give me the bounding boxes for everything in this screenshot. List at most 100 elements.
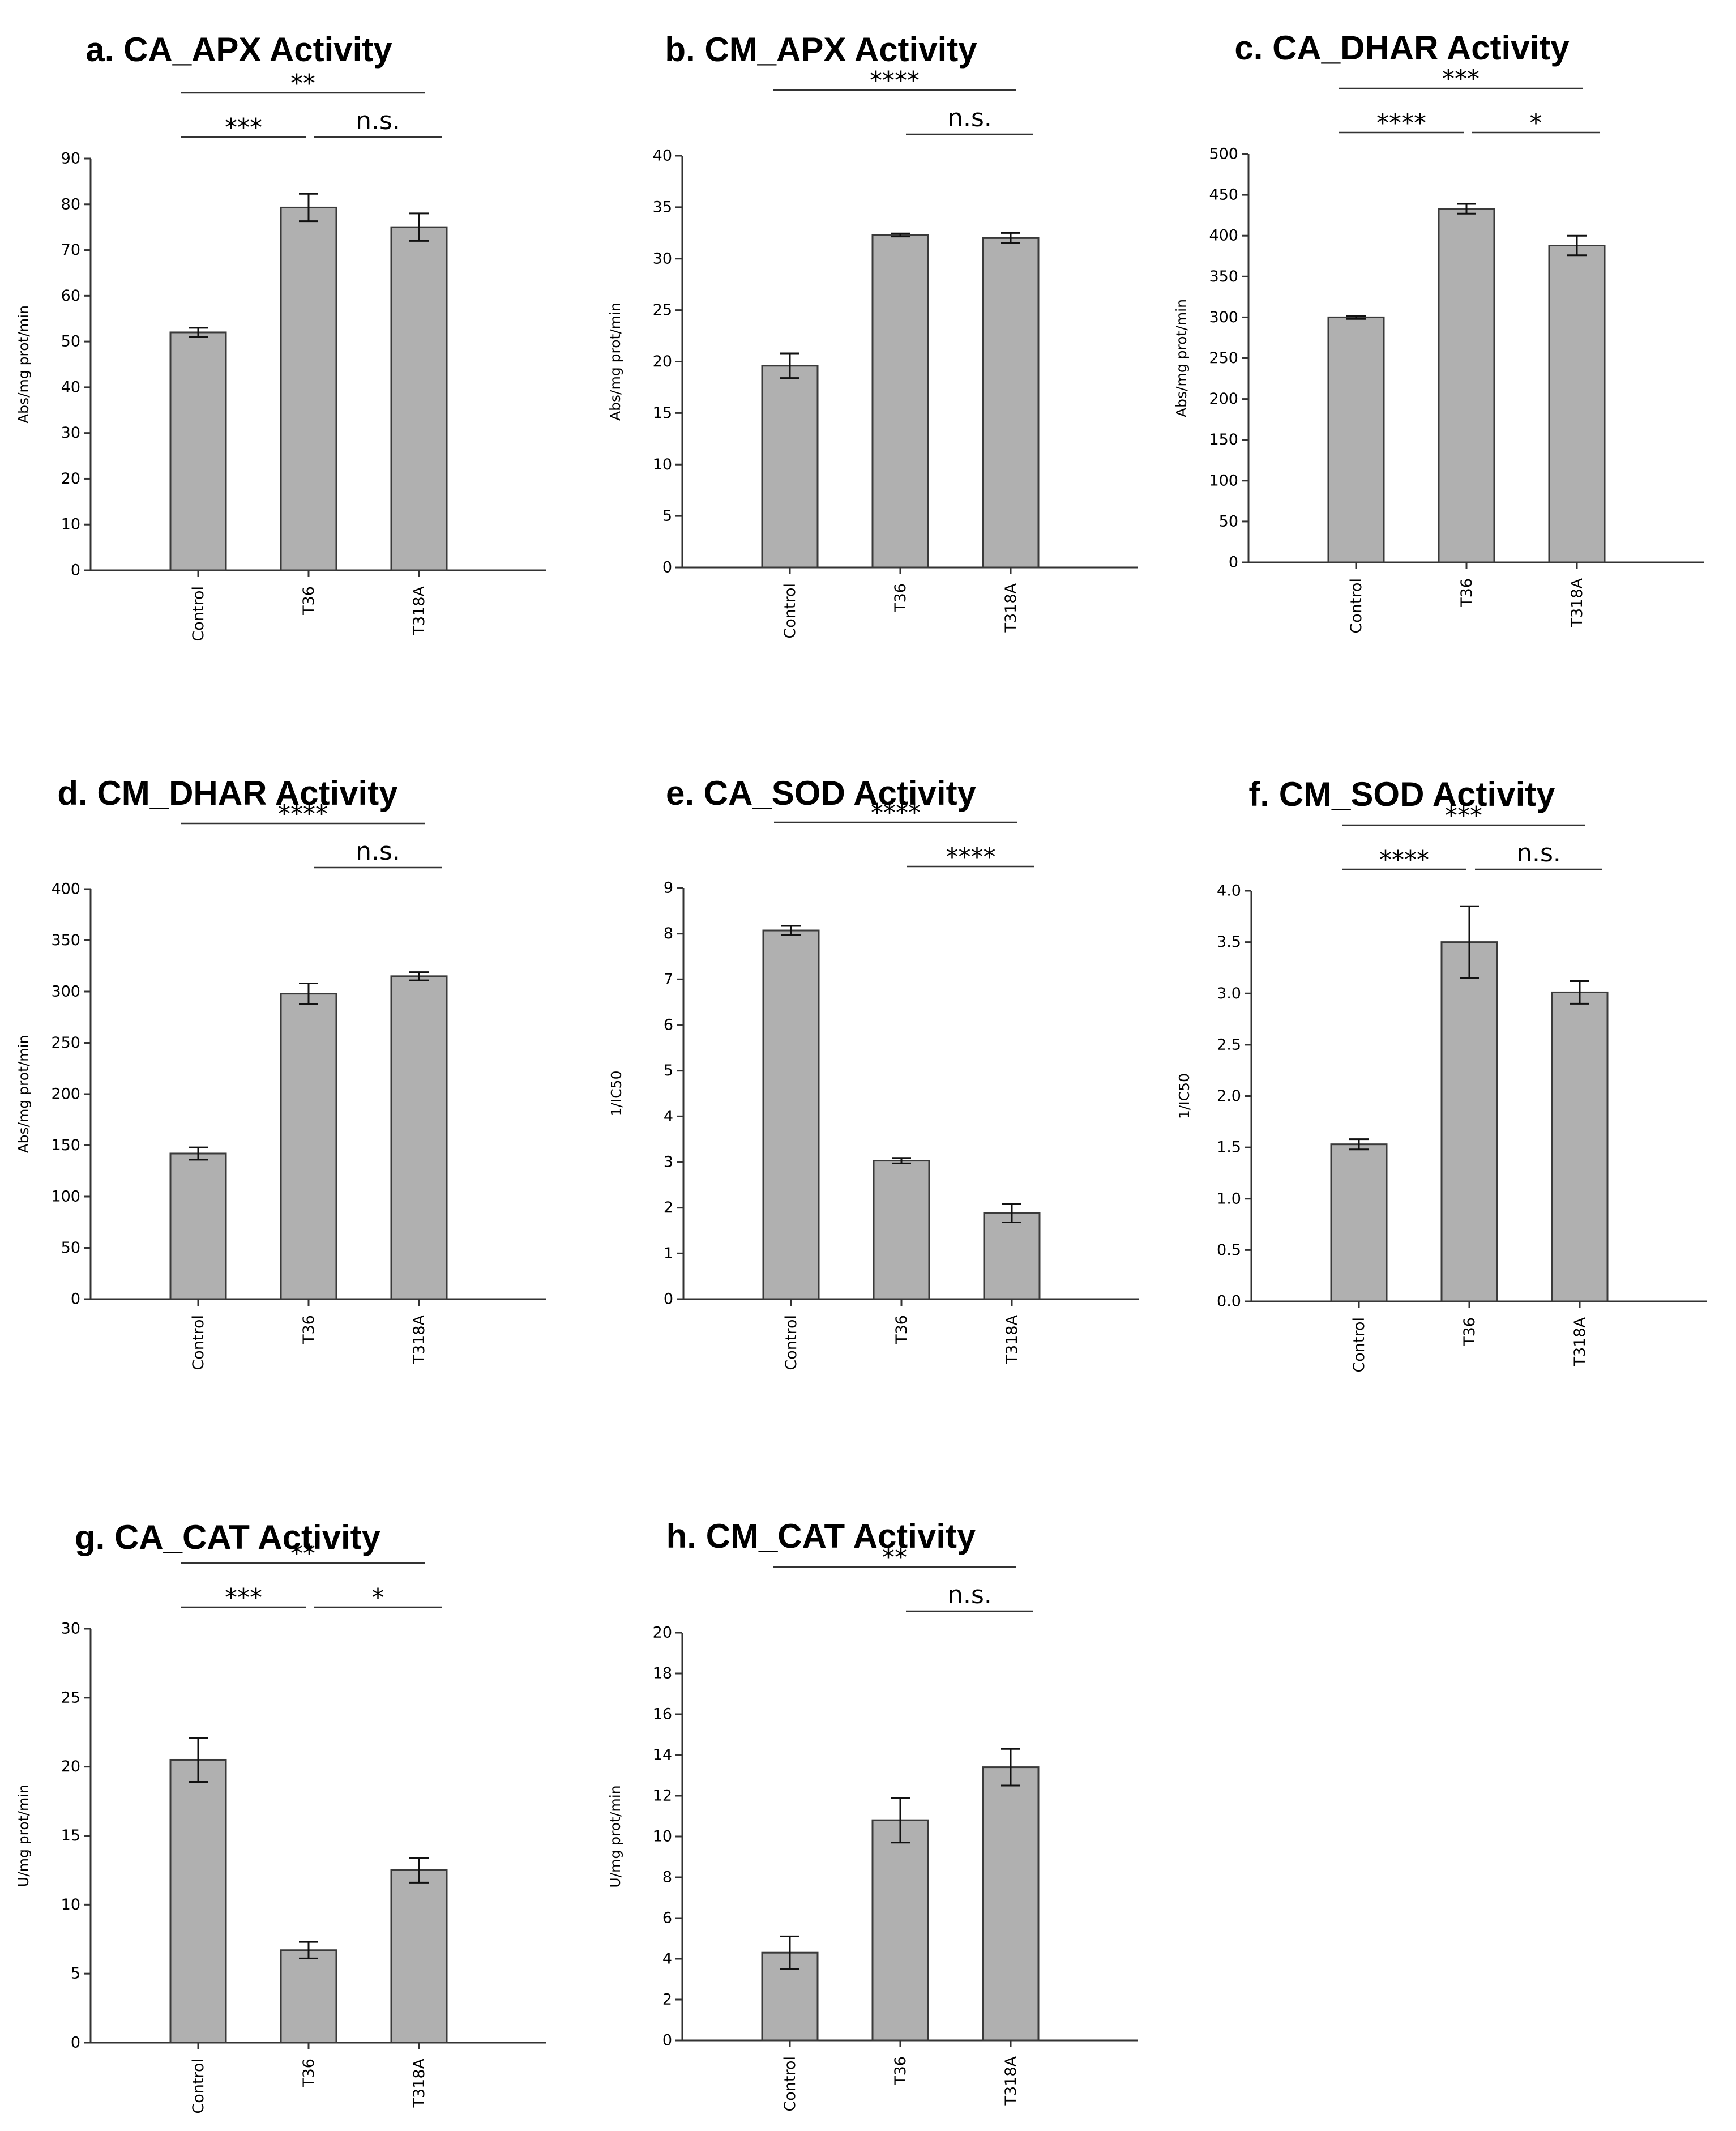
bar (1438, 208, 1495, 563)
chart-panel-7: g. CA_CAT Activity U/mg prot/min 0 5 10 15 20 2… (15, 1518, 546, 2114)
chart-title: g. CA_CAT Activity (75, 1518, 381, 1556)
x-tick-label: T318A (1568, 578, 1586, 627)
y-tick-label: 50 (61, 1239, 80, 1257)
bar (873, 1160, 930, 1300)
x-tick-label: T36 (300, 1315, 318, 1344)
y-tick-label: 40 (653, 147, 672, 165)
y-tick-label: 300 (51, 983, 80, 1001)
bar (1327, 316, 1385, 563)
y-tick-label: 35 (653, 198, 672, 216)
y-tick-label: 200 (51, 1086, 80, 1103)
significance-label: **** (946, 843, 996, 872)
significance-label: n.s. (356, 106, 400, 135)
y-tick-label: 3.0 (1217, 985, 1241, 1002)
x-tick-label: Control (190, 2059, 207, 2114)
y-tick-label: 0.5 (1217, 1241, 1241, 1259)
y-tick-label: 10 (61, 1896, 80, 1914)
y-tick-label: 4.0 (1217, 882, 1241, 900)
significance-label: **** (871, 798, 921, 827)
x-tick-label: T318A (411, 2058, 428, 2108)
bar (169, 1758, 227, 2044)
y-tick-label: 100 (1209, 472, 1238, 489)
y-axis-label: 1/IC50 (1176, 1073, 1192, 1119)
chart-panel-4: d. CM_DHAR Activity Abs/mg prot/min 0 50 100… (15, 774, 546, 1370)
y-tick-label: 100 (51, 1188, 80, 1206)
bar (280, 206, 337, 571)
y-tick-label: 15 (653, 404, 672, 422)
y-tick-label: 300 (1209, 309, 1238, 326)
y-tick-label: 8 (662, 1869, 672, 1886)
y-tick-label: 80 (61, 195, 80, 213)
y-tick-label: 400 (51, 881, 80, 898)
x-tick-label: Control (781, 583, 799, 639)
significance-label: **** (278, 800, 328, 829)
y-tick-label: 10 (653, 456, 672, 473)
y-tick-label: 250 (51, 1034, 80, 1052)
significance-label: *** (1445, 801, 1482, 830)
y-tick-label: 25 (653, 301, 672, 319)
y-tick-label: 0 (662, 559, 672, 576)
y-tick-label: 0 (71, 2034, 80, 2052)
y-tick-label: 30 (653, 250, 672, 267)
y-tick-label: 1.0 (1217, 1190, 1241, 1207)
bar (1330, 1143, 1388, 1302)
significance-label: * (372, 1583, 384, 1612)
y-tick-label: 9 (664, 879, 673, 897)
y-tick-label: 15 (61, 1827, 80, 1844)
x-tick-label: T36 (892, 583, 909, 613)
x-tick-label: T36 (300, 2059, 318, 2088)
chart-title: d. CM_DHAR Activity (57, 774, 398, 812)
x-tick-label: Control (1348, 578, 1365, 634)
y-tick-label: 200 (1209, 390, 1238, 408)
chart-panel-3: c. CA_DHAR Activity Abs/mg prot/min 0 50 100… (1173, 29, 1704, 634)
y-tick-label: 20 (61, 470, 80, 488)
x-tick-label: T318A (1571, 1317, 1589, 1366)
y-tick-label: 6 (664, 1017, 673, 1034)
x-tick-label: T36 (300, 586, 318, 616)
y-axis-label: Abs/mg prot/min (15, 305, 32, 424)
y-tick-label: 20 (653, 353, 672, 370)
y-tick-label: 350 (51, 932, 80, 949)
y-tick-label: 400 (1209, 227, 1238, 245)
significance-label: *** (225, 1583, 262, 1612)
y-tick-label: 60 (61, 287, 80, 305)
significance-label: ** (882, 1543, 907, 1572)
y-tick-label: 0 (1229, 554, 1238, 571)
x-tick-label: Control (190, 1315, 207, 1370)
y-tick-label: 7 (664, 971, 673, 988)
y-tick-label: 350 (1209, 268, 1238, 285)
significance-label: **** (1376, 109, 1426, 138)
y-tick-label: 250 (1209, 349, 1238, 367)
bar (1551, 991, 1609, 1302)
y-tick-label: 5 (662, 507, 672, 525)
y-tick-label: 1.5 (1217, 1139, 1241, 1156)
significance-label: ** (290, 1539, 315, 1568)
bar (169, 1152, 227, 1300)
y-tick-label: 450 (1209, 186, 1238, 204)
significance-label: *** (1442, 65, 1480, 93)
bar (983, 1212, 1041, 1300)
y-tick-label: 30 (61, 1620, 80, 1638)
bar (280, 1949, 337, 2044)
y-tick-label: 50 (1219, 513, 1238, 530)
chart-panel-8: h. CM_CAT Activity U/mg prot/min 0 2 4 6 8 10 12… (607, 1517, 1138, 2112)
bar (982, 1766, 1040, 2042)
y-axis-label: Abs/mg prot/min (607, 302, 623, 421)
y-tick-label: 70 (61, 241, 80, 259)
y-tick-label: 0 (71, 1291, 80, 1308)
y-tick-label: 0 (664, 1291, 673, 1308)
bar (871, 234, 929, 569)
significance-label: **** (870, 66, 920, 95)
y-axis-label: U/mg prot/min (15, 1784, 32, 1887)
significance-label: *** (225, 113, 262, 142)
x-tick-label: Control (781, 2056, 799, 2112)
y-tick-label: 20 (653, 1624, 672, 1642)
y-tick-label: 4 (664, 1108, 673, 1125)
chart-title: f. CM_SOD Activity (1248, 775, 1555, 813)
y-tick-label: 0.0 (1217, 1293, 1241, 1310)
y-tick-label: 30 (61, 424, 80, 442)
x-tick-label: T318A (411, 1314, 428, 1364)
y-axis-label: 1/IC50 (608, 1071, 625, 1117)
x-tick-label: T36 (892, 2056, 909, 2086)
